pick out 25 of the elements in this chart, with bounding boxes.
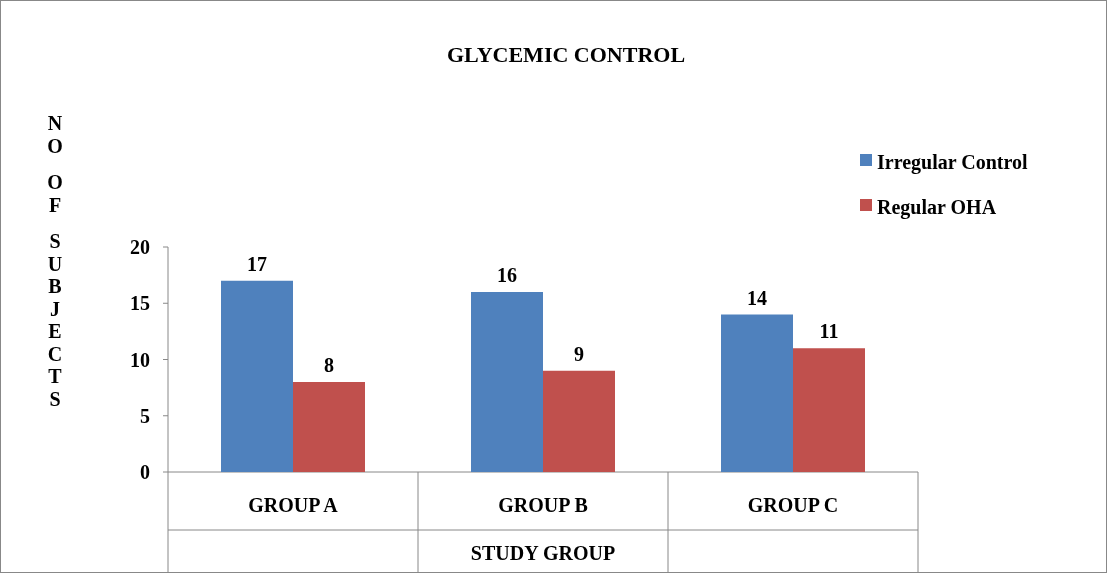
x-tick-label: GROUP A <box>248 494 339 516</box>
x-axis-title: STUDY GROUP <box>470 542 616 564</box>
data-label: 14 <box>747 286 767 309</box>
data-label: 9 <box>574 342 584 365</box>
data-label: 11 <box>819 320 839 343</box>
bar <box>221 280 293 472</box>
x-tick-label: GROUP B <box>498 494 588 516</box>
legend-label: Regular OHA <box>877 196 997 219</box>
y-tick-label: 0 <box>140 461 150 483</box>
legend-label: Irregular Control <box>877 151 1028 174</box>
y-tick-label: 15 <box>130 292 150 315</box>
data-label: 8 <box>324 354 334 376</box>
x-tick-label: GROUP C <box>747 494 839 516</box>
data-label: 17 <box>247 252 267 275</box>
bar <box>471 292 543 472</box>
bar <box>721 314 793 472</box>
chart-title: GLYCEMIC CONTROL <box>446 42 686 67</box>
data-label: 16 <box>497 264 517 286</box>
y-tick-label: 20 <box>130 236 150 258</box>
bar <box>293 382 365 472</box>
bar <box>543 370 615 472</box>
y-tick-label: 5 <box>140 404 150 427</box>
bar <box>793 348 865 472</box>
text: NO OF SUBJECTS <box>47 112 63 410</box>
y-tick-label: 10 <box>130 348 150 371</box>
